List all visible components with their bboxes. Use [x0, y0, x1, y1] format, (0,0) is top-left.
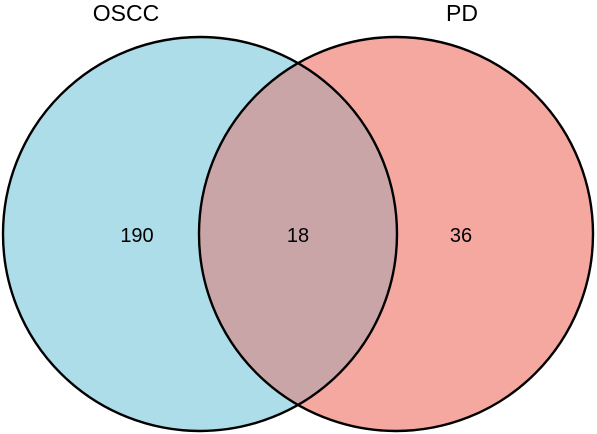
- set-left-title: OSCC: [93, 0, 159, 26]
- set-right-outline: [197, 35, 595, 433]
- right-only-count: 36: [450, 225, 472, 247]
- left-only-count: 190: [120, 225, 153, 247]
- set-right-title: PD: [446, 0, 478, 26]
- set-left-outline: [1, 35, 399, 433]
- overlap-count: 18: [287, 225, 309, 247]
